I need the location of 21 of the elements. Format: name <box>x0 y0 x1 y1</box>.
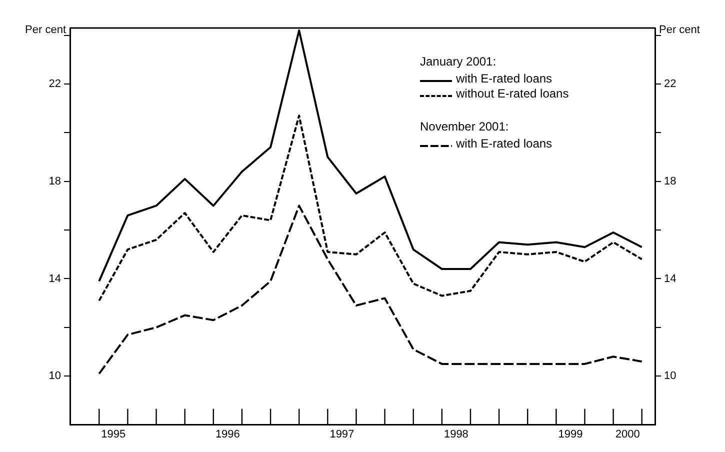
x-tick-label: 1995 <box>101 428 126 440</box>
y2-axis-title: Per cent <box>659 24 700 36</box>
y-axis-title: Per cent <box>25 24 66 36</box>
y2-tick-label: 14 <box>664 272 676 285</box>
y2-tick-label: 10 <box>664 370 676 382</box>
legend-label: with E-rated loans <box>455 136 552 150</box>
x-tick-label: 1997 <box>330 428 354 440</box>
y-tick-label: 10 <box>48 370 61 382</box>
legend-label: without E-rated loans <box>455 86 569 100</box>
legend-label: with E-rated loans <box>455 71 552 86</box>
y2-tick-label: 22 <box>664 78 676 90</box>
y-tick-label: 18 <box>48 175 61 188</box>
annotation: January 2001: <box>420 54 496 68</box>
y2-tick-label: 18 <box>664 175 676 188</box>
y-tick-label: 14 <box>48 272 61 285</box>
x-tick-label: 2000 <box>615 428 640 440</box>
x-tick-label: 1996 <box>215 428 240 440</box>
annotation: November 2001: <box>420 119 509 134</box>
x-tick-label: 1999 <box>558 428 583 440</box>
y-tick-label: 22 <box>48 78 61 90</box>
x-tick-label: 1998 <box>444 428 468 440</box>
